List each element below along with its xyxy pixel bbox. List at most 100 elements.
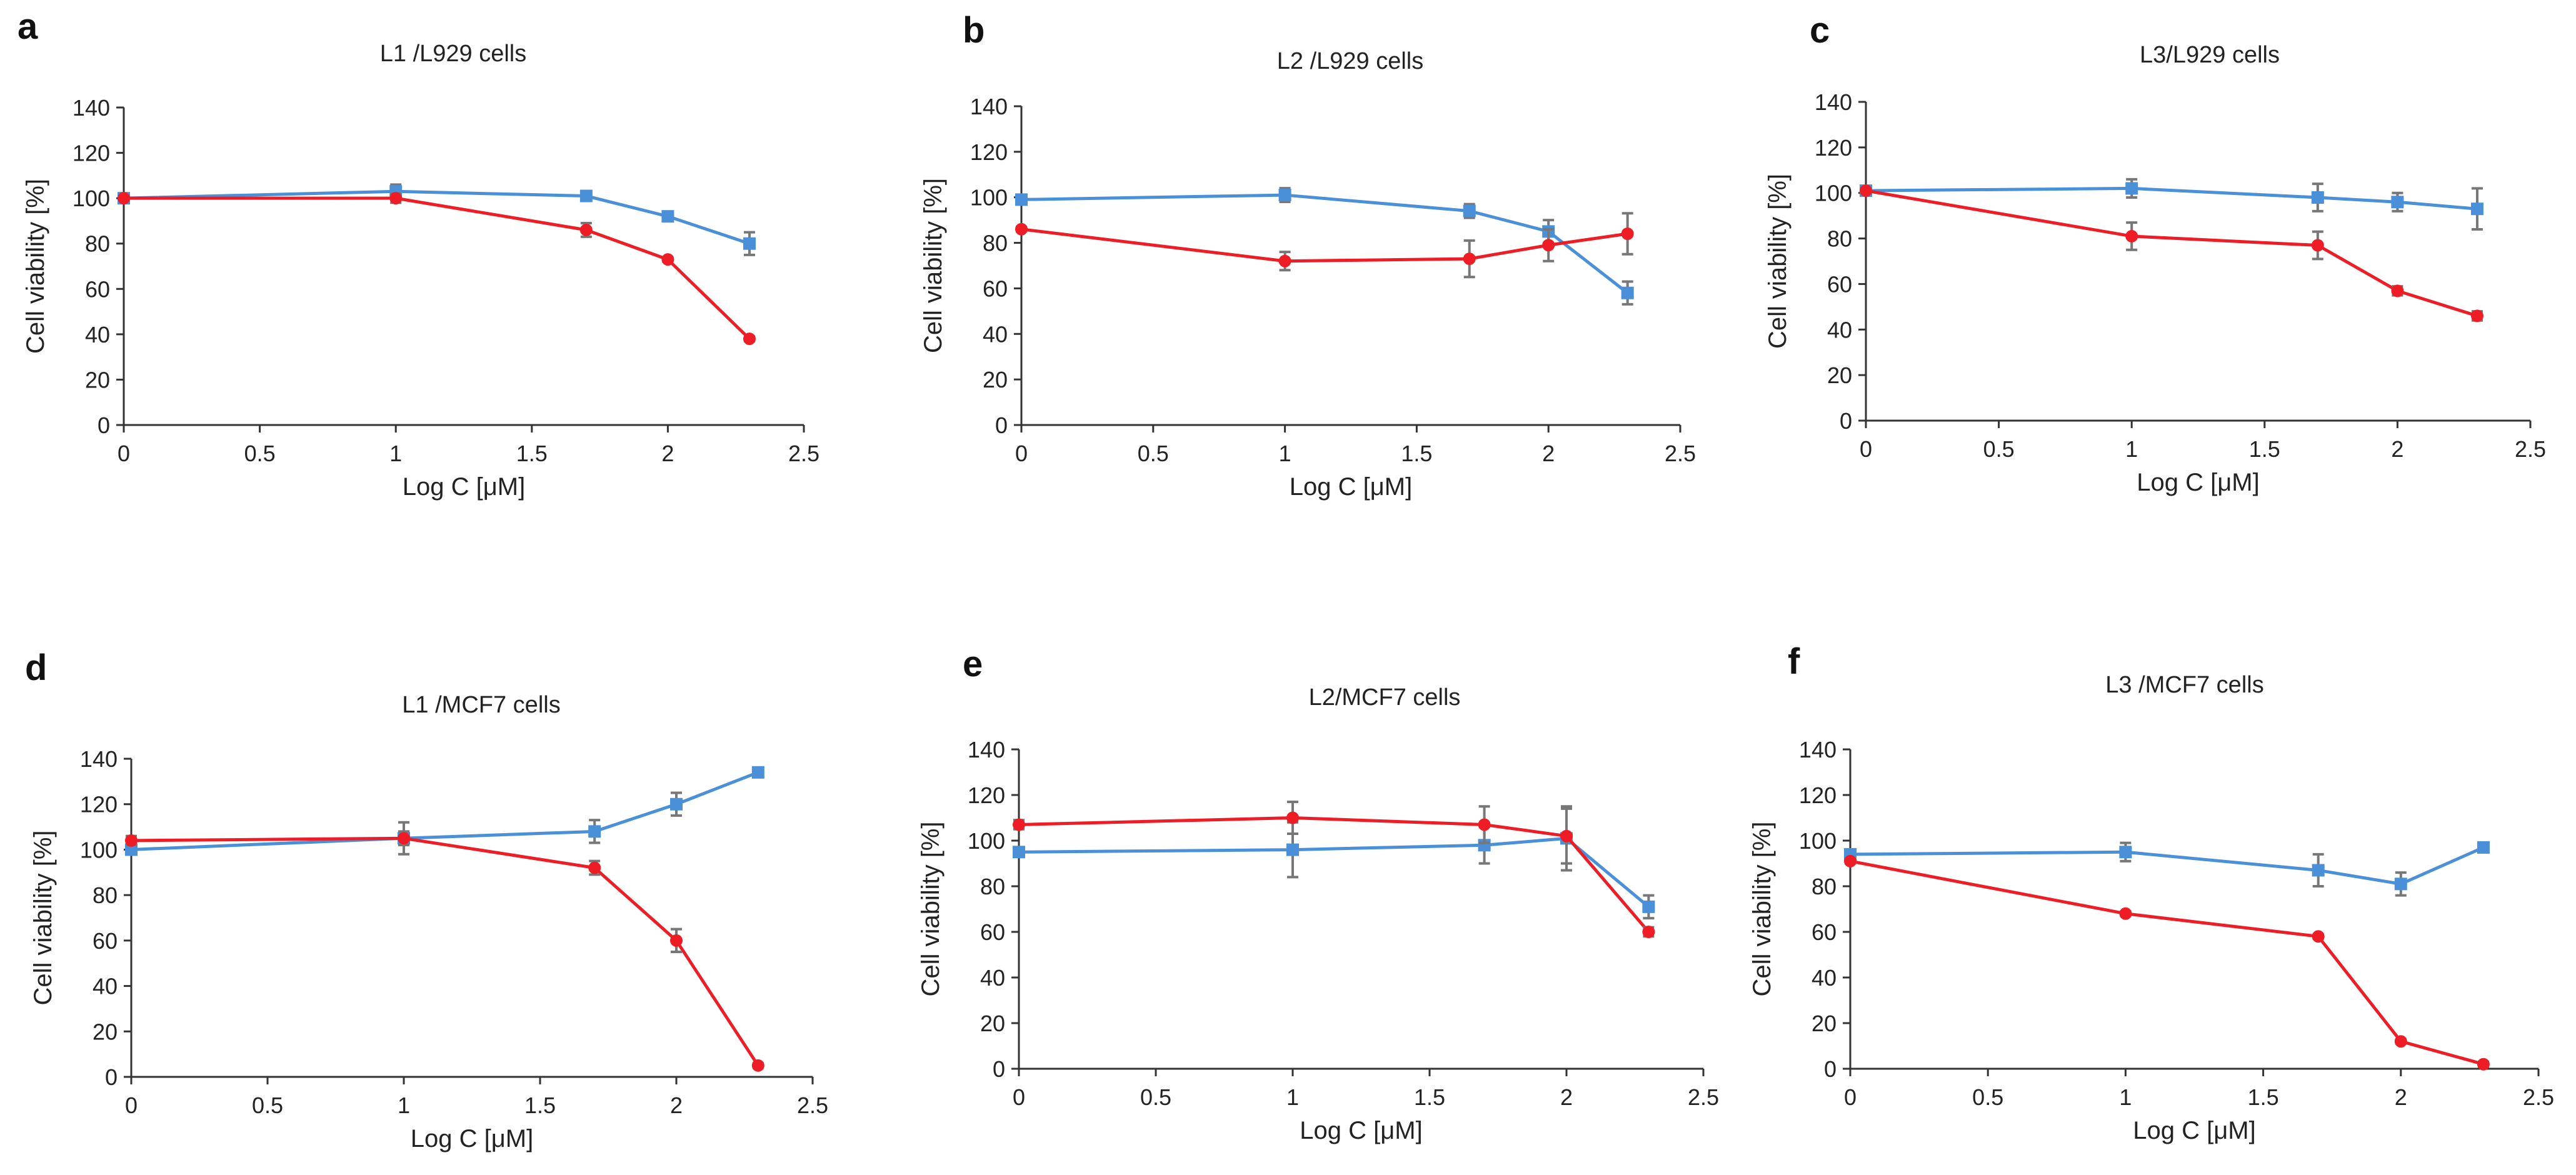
y-tick-label: 80 <box>980 874 1005 899</box>
data-point-circle <box>588 861 601 874</box>
panel-letter: a <box>18 6 38 47</box>
y-tick-label: 60 <box>983 276 1008 301</box>
x-axis-label: Log C [μM] <box>2133 1117 2255 1144</box>
data-point-square <box>670 798 683 811</box>
y-tick-label: 140 <box>968 737 1005 762</box>
data-point-square <box>1463 204 1476 218</box>
y-tick-label: 120 <box>80 792 118 818</box>
y-tick-label: 40 <box>1812 965 1837 991</box>
data-point-circle <box>1860 184 1872 198</box>
series-red <box>125 830 764 1072</box>
x-tick-label: 1.5 <box>1414 1084 1445 1110</box>
y-axis-label: Cell viability [%] <box>22 179 49 354</box>
panel-letter: f <box>1788 641 1800 682</box>
data-point-square <box>1278 189 1291 202</box>
panel-letter: d <box>25 648 47 688</box>
y-axis-label: Cell viability [%] <box>29 830 57 1005</box>
data-point-circle <box>118 192 130 205</box>
data-point-circle <box>389 192 403 205</box>
data-point-circle <box>1560 829 1573 842</box>
y-tick-label: 0 <box>995 412 1008 438</box>
panel-c: c L3/L929 cells 0 20 40 60 80 100 120 140 0 0.5 1 1.5… <box>1764 10 2546 496</box>
x-axis-label: Log C [μM] <box>1300 1117 1422 1144</box>
series-line-red <box>1021 228 1628 263</box>
x-tick-label: 1.5 <box>524 1092 556 1118</box>
y-tick-label: 0 <box>105 1064 118 1090</box>
series-red <box>1844 854 2490 1071</box>
data-point-square <box>579 189 593 202</box>
data-point-circle <box>1542 239 1555 252</box>
panel-letter: b <box>963 10 985 51</box>
y-tick-label: 120 <box>73 141 110 166</box>
y-tick-label: 40 <box>983 321 1008 347</box>
x-tick-label: 1 <box>2119 1084 2132 1110</box>
series-line-red <box>1850 859 2484 1066</box>
y-tick-label: 60 <box>93 928 118 954</box>
data-point-circle <box>2391 284 2404 298</box>
y-tick-label: 20 <box>1812 1011 1837 1036</box>
series-blue <box>1860 178 2483 231</box>
panel-title: L2 /L929 cells <box>1277 48 1424 74</box>
y-tick-label: 0 <box>993 1056 1005 1082</box>
data-point-circle <box>1478 818 1491 831</box>
y-tick-label: 80 <box>85 231 110 257</box>
x-tick-label: 1 <box>389 441 402 466</box>
data-point-circle <box>661 253 674 266</box>
series-blue <box>1015 187 1634 306</box>
series-red <box>118 192 756 346</box>
data-point-circle <box>579 223 593 236</box>
y-tick-label: 80 <box>1827 226 1852 252</box>
series-line-red <box>1018 816 1650 933</box>
series-line-red <box>1865 189 2478 318</box>
data-point-circle <box>398 832 410 845</box>
x-tick-label: 2.5 <box>1665 441 1696 466</box>
series-line-red <box>124 196 751 340</box>
data-point-circle <box>743 332 756 346</box>
x-tick-label: 2 <box>1560 1084 1573 1110</box>
series-red <box>1013 800 1655 938</box>
y-tick-label: 60 <box>980 919 1005 945</box>
x-tick-label: 0.5 <box>252 1092 283 1118</box>
x-tick-label: 1 <box>1286 1084 1299 1110</box>
data-point-square <box>661 210 674 223</box>
y-tick-label: 40 <box>93 974 118 999</box>
panel-b: b L2 /L929 cells 0 20 40 60 80 100 120 140 0 0.5 1 1.… <box>920 10 1696 501</box>
panel-title: L3 /MCF7 cells <box>2105 672 2263 698</box>
data-point-square <box>2312 864 2325 877</box>
y-tick-label: 140 <box>970 94 1008 119</box>
data-point-circle <box>751 1059 764 1072</box>
x-tick-label: 2.5 <box>1688 1084 1719 1110</box>
x-tick-label: 0 <box>118 441 130 466</box>
data-point-circle <box>1015 222 1028 236</box>
x-tick-label: 0.5 <box>1138 441 1169 466</box>
x-tick-label: 2 <box>2395 1084 2407 1110</box>
data-point-square <box>2311 191 2324 204</box>
y-tick-label: 140 <box>73 95 110 121</box>
y-axis-label: Cell viability [%] <box>920 178 947 353</box>
x-axis-label: Log C [μM] <box>403 473 525 501</box>
y-tick-label: 20 <box>983 367 1008 392</box>
panel-title: L1 /MCF7 cells <box>402 692 560 718</box>
y-tick-label: 120 <box>968 782 1005 808</box>
series-red <box>1860 184 2483 322</box>
data-point-square <box>2470 202 2483 216</box>
x-tick-label: 0.5 <box>244 441 276 466</box>
data-point-circle <box>2311 239 2324 252</box>
y-tick-label: 60 <box>1812 919 1837 945</box>
y-tick-label: 80 <box>93 882 118 908</box>
data-point-square <box>1013 846 1025 859</box>
y-axis-label: Cell viability [%] <box>1748 821 1776 996</box>
y-tick-label: 80 <box>1812 874 1837 899</box>
y-tick-label: 100 <box>970 185 1008 211</box>
x-tick-label: 2.5 <box>788 441 819 466</box>
y-tick-label: 140 <box>80 746 118 772</box>
y-tick-label: 100 <box>1815 181 1852 206</box>
data-point-circle <box>2394 1035 2407 1048</box>
y-tick-label: 140 <box>1799 737 1837 762</box>
y-axis-label: Cell viability [%] <box>1764 174 1792 349</box>
y-tick-label: 120 <box>970 139 1008 165</box>
y-tick-label: 0 <box>1840 408 1852 434</box>
x-tick-label: 0.5 <box>1140 1084 1171 1110</box>
y-tick-label: 80 <box>983 231 1008 256</box>
